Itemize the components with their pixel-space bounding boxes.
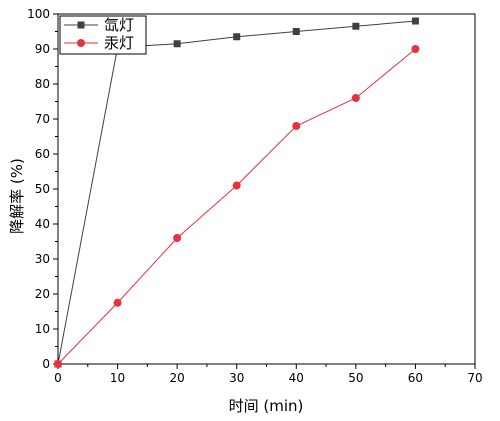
series-layer [54, 17, 420, 368]
series-line [57, 48, 416, 365]
data-point [411, 45, 420, 53]
data-point [351, 94, 360, 102]
plot-frame [57, 13, 476, 365]
data-point [54, 360, 62, 368]
data-point [352, 22, 360, 30]
y-tick-label: 50 [35, 182, 50, 196]
data-point [292, 28, 300, 35]
x-tick-label: 40 [289, 371, 304, 385]
x-tick-label: 0 [54, 371, 62, 385]
data-point [233, 33, 241, 41]
legend-marker [77, 21, 85, 29]
plot-area-frame [57, 13, 476, 365]
data-point [173, 234, 182, 242]
y-tick-label: 60 [35, 147, 50, 161]
x-tick-label: 20 [170, 371, 185, 385]
x-tick-label: 10 [110, 371, 125, 385]
x-axis-ticks: 0 10 20 30 40 50 60 70 [54, 364, 483, 385]
x-tick-label: 30 [229, 371, 244, 385]
data-point [232, 181, 241, 190]
series-line [57, 20, 416, 365]
legend-box [59, 15, 147, 55]
y-tick-label: 90 [35, 42, 50, 56]
legend-label: 氙灯 [104, 16, 134, 34]
series-2 [54, 45, 420, 368]
x-tick-label: 60 [408, 371, 423, 385]
x-tick-label: 50 [348, 371, 363, 385]
y-axis-ticks: 0 10 20 30 40 50 60 70 80 90 100 [27, 7, 58, 371]
y-tick-label: 40 [35, 217, 50, 231]
y-axis-label: 降解率 (%) [8, 158, 26, 234]
y-tick-label: 30 [35, 252, 50, 266]
y-tick-label: 10 [35, 322, 50, 336]
y-tick-label: 20 [35, 287, 50, 301]
x-axis-label: 时间 (min) [229, 397, 304, 415]
legend-marker [77, 39, 85, 47]
y-tick-label: 80 [35, 77, 50, 91]
data-point [411, 17, 419, 25]
legend-label: 汞灯 [104, 34, 134, 52]
data-point [173, 40, 181, 48]
data-point [113, 298, 122, 307]
series-1 [54, 17, 419, 368]
y-tick-label: 100 [27, 7, 50, 21]
y-tick-label: 0 [42, 357, 50, 371]
data-point [292, 122, 301, 130]
x-tick-label: 70 [467, 371, 482, 385]
y-tick-label: 70 [35, 112, 50, 126]
